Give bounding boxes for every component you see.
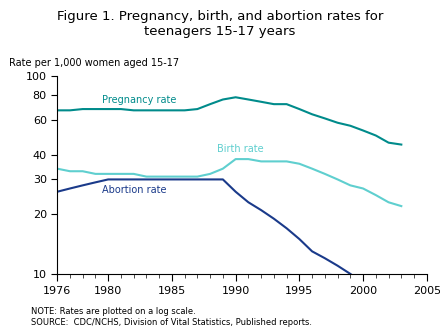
Text: Pregnancy rate: Pregnancy rate [102,95,176,105]
Text: Abortion rate: Abortion rate [102,185,166,195]
Text: NOTE: Rates are plotted on a log scale.
SOURCE:  CDC/NCHS, Division of Vital Sta: NOTE: Rates are plotted on a log scale. … [31,307,312,327]
Text: Figure 1. Pregnancy, birth, and abortion rates for
teenagers 15-17 years: Figure 1. Pregnancy, birth, and abortion… [57,10,383,38]
Text: Birth rate: Birth rate [216,144,263,153]
Text: Rate per 1,000 women aged 15-17: Rate per 1,000 women aged 15-17 [9,58,179,68]
